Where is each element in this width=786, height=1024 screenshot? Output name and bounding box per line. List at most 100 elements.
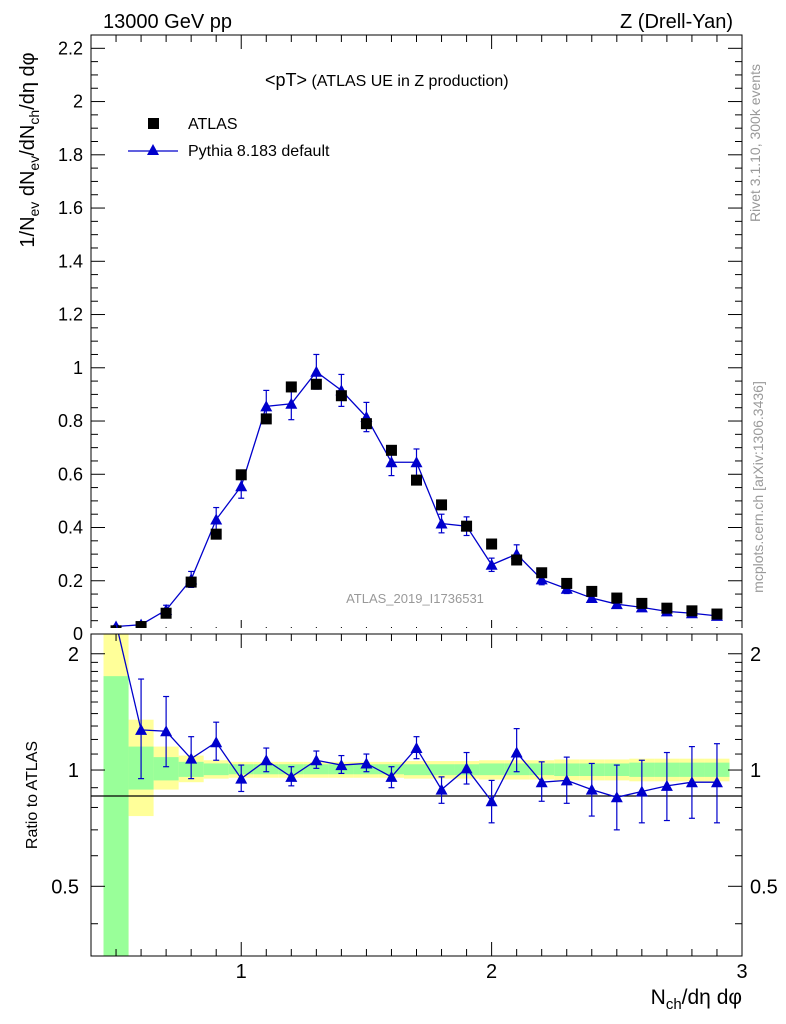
ratio-point [660,779,673,791]
ratio-uncertainty-bands [103,634,730,956]
main-y-tick-label: 0 [73,624,83,644]
ratio-point [360,757,373,769]
ratio-band-green [103,676,129,956]
ratio-y-tick-label: 1 [68,760,79,782]
data-point [661,602,673,614]
ratio-point [135,723,148,735]
plot-title-sub: (ATLAS UE in Z production) [307,73,509,90]
mcplots-label: mcplots.cern.ch [arXiv:1306.3436] [750,381,766,593]
data-point [160,607,172,619]
legend-mc-marker [147,144,159,155]
ratio-y-tick-label-right: 0.5 [750,876,778,898]
ratio-band-green [203,763,229,776]
plot-title: <pT> (ATLAS UE in Z production) [265,70,509,90]
ratio-y-axis-label: Ratio to ATLAS [24,741,41,849]
data-point [310,378,322,390]
header-right-label: Z (Drell-Yan) [620,11,733,33]
ratio-point [285,770,298,782]
data-point [536,567,548,579]
ratio-point [585,783,598,795]
data-point [385,444,397,456]
mc-point [285,397,298,409]
ratio-point [385,770,398,782]
ratio-point [210,736,223,748]
data-point [511,554,523,566]
main-y-tick-label: 1.2 [58,305,83,325]
ratio-y-tick-label: 2 [68,644,79,666]
plot-title-main: <pT> [265,70,307,90]
data-point [711,608,723,620]
ratio-y-tick-label: 0.5 [51,876,79,898]
data-point [561,577,573,589]
x-tick-labels: 1 2 3 [236,961,748,983]
mc-point [210,513,223,525]
mc-point [585,592,598,604]
analysis-label: ATLAS_2019_I1736531 [346,591,484,606]
main-y-tick-label: 0.2 [58,571,83,591]
ratio-point [460,762,473,774]
legend-atlas-marker [148,118,159,129]
main-y-tick-label: 2 [73,92,83,112]
data-point [335,390,347,402]
main-y-tick-labels: 0 0.2 0.4 0.6 0.8 1 1.2 1.4 1.6 1.8 2 2.2 [58,38,83,644]
ratio-band-green [153,757,179,781]
main-y-axis-label: 1/Nev dNev/dNch/dη dφ [17,52,42,247]
ratio-clip-mask [90,628,743,634]
ratio-point [710,776,723,788]
data-point [135,621,147,633]
ratio-point [235,772,248,784]
data-point [411,474,422,486]
data-point [461,520,473,532]
ratio-y-tick-labels: 0.5 0.5 1 1 2 2 [51,644,778,899]
ratio-point [335,759,348,771]
mc-point [260,400,273,412]
data-point [235,469,247,481]
ratio-point [160,725,173,737]
mc-point [485,558,498,570]
ratio-point [610,791,623,803]
ratio-band-green [429,764,455,776]
main-y-tick-label: 0.8 [58,411,83,431]
data-point [360,418,372,430]
data-point [611,592,623,604]
ratio-point [260,754,273,766]
ratio-y-tick-label-right: 1 [750,760,761,782]
ratio-band-green [403,764,430,776]
mc-point [385,456,398,468]
header-left-label: 13000 GeV pp [103,11,232,33]
legend-atlas-label: ATLAS [188,116,238,133]
main-y-tick-label: 0.4 [58,518,83,538]
data-point [285,381,297,393]
main-y-tick-label: 1.6 [58,198,83,218]
main-y-tick-label: 1.8 [58,145,83,165]
ratio-band-green [479,763,505,776]
data-point [185,576,197,588]
main-y-tick-label: 0.6 [58,464,83,484]
mc-point [310,365,323,377]
mc-line [115,370,718,628]
data-point [586,585,598,597]
ratio-panel: 0.5 0.5 1 1 2 2 1 2 3 Ratio to ATLAS Nch/dη dφ [24,623,778,1013]
main-y-tick-label: 1 [73,358,83,378]
ratio-band-green [303,764,329,775]
ratio-point [310,754,323,766]
data-point [436,499,448,511]
ratio-point [635,785,648,797]
data-point [210,528,222,540]
legend-mc-label: Pythia 8.183 default [188,143,330,160]
ratio-mc-series [90,623,743,831]
main-y-tick-label: 1.4 [58,251,83,271]
rivet-label: Rivet 3.1.10, 300k events [747,64,763,222]
mc-point [410,456,423,468]
ratio-point [485,795,498,807]
mc-series [110,353,723,632]
ratio-point [535,776,548,788]
mc-point [435,517,448,529]
x-tick-label: 2 [486,961,497,983]
ratio-point [560,774,573,786]
ratio-point [510,746,523,758]
main-y-tick-label: 2.2 [58,38,83,58]
ratio-point [410,742,423,754]
main-panel: 0 0.2 0.4 0.6 0.8 1 1.2 1.4 1.6 1.8 2 2.2 <pT> (ATL… [17,34,743,644]
